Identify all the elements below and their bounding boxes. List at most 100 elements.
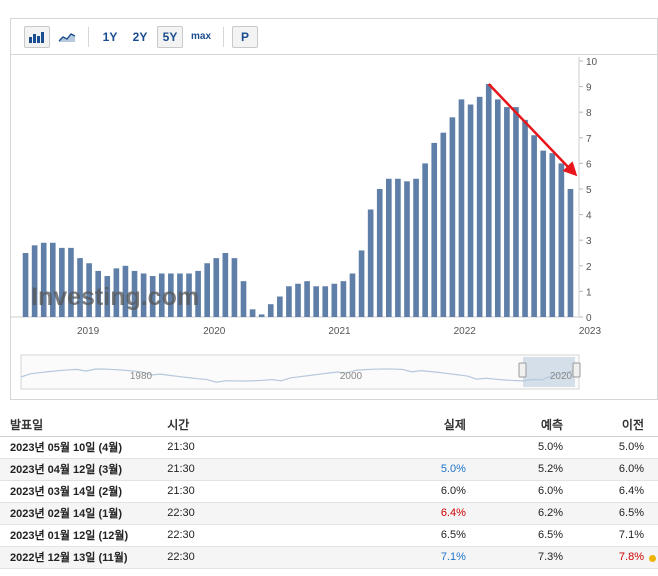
chart-bar [522, 119, 528, 317]
chart-bar [286, 286, 292, 317]
header-actual: 실제 [353, 414, 476, 437]
trend-arrow-head-icon [562, 161, 578, 177]
row-previous: 7.1% [571, 524, 658, 547]
row-previous: 6.4% [571, 480, 658, 503]
plot-area: 0 1 2 3 4 5 6 7 8 9 10 2019 2020 2021 2022 2023 Investin… [11, 55, 657, 401]
trend-arrow-line [487, 83, 571, 170]
navigator-handle-right[interactable] [572, 362, 581, 378]
area-chart-icon [58, 32, 76, 42]
navigator-label: 2020 [550, 371, 573, 382]
chart-bar [494, 99, 501, 318]
chart-bar [77, 258, 83, 317]
row-time: 22:30 [157, 524, 354, 547]
table-row: 2022년 12월 13일 (11월) 22:30 7.1% 7.3% 7.8% [0, 546, 658, 569]
row-actual-value: 7.1% [440, 551, 466, 563]
table-row: 2023년 04월 12일 (3월) 21:30 5.0% 5.2% 6.0% [0, 458, 658, 481]
row-time-value: 21:30 [167, 441, 195, 453]
investing-watermark: Investing.com [31, 283, 199, 311]
chart-bar [149, 276, 156, 317]
row-actual-value: 6.4% [440, 507, 466, 519]
row-forecast: 5.2% [475, 458, 572, 481]
release-table-wrap: 발표일 시간 실제 예측 이전 2023년 05월 10일 (4월) 21:30 5… [0, 414, 658, 569]
chart-bar [340, 281, 347, 317]
row-date: 2023년 03월 14일 (2월) [0, 480, 158, 503]
range-2y-button[interactable]: 2Y [132, 29, 148, 44]
y-tick-label: 7 [586, 134, 592, 145]
chart-bar [558, 163, 565, 317]
row-date-value: 2023년 01월 12일 (12월) [10, 530, 129, 542]
chart-bar [267, 304, 274, 317]
chart-bar [313, 286, 319, 317]
chart-bar [367, 209, 374, 317]
chart-bar [277, 296, 283, 317]
chart-bar [376, 189, 383, 317]
y-tick-label: 9 [586, 83, 592, 94]
row-time-value: 22:30 [167, 507, 195, 519]
row-time: 21:30 [157, 458, 354, 481]
table-header-row: 발표일 시간 실제 예측 이전 [0, 414, 658, 437]
chart-bar [295, 283, 301, 317]
row-time-value: 21:30 [167, 463, 195, 475]
y-tick-label: 8 [586, 108, 592, 119]
row-time: 22:30 [157, 546, 354, 569]
row-forecast: 7.3% [475, 546, 572, 569]
x-tick-label: 2019 [77, 326, 100, 337]
row-time: 21:30 [157, 480, 354, 503]
range-5y-button[interactable]: 5Y [157, 25, 183, 48]
row-time: 21:30 [157, 436, 354, 459]
row-forecast-value: 5.0% [537, 441, 564, 453]
navigator-handle-left[interactable] [518, 362, 527, 378]
revision-dot-icon[interactable] [649, 554, 656, 562]
row-date: 2023년 02월 14일 (1월) [0, 502, 158, 525]
chart-bar [331, 283, 338, 317]
row-forecast-value: 6.0% [537, 485, 564, 497]
chart-bar [549, 153, 556, 317]
chart-bar [513, 107, 519, 317]
chart-bar [531, 135, 537, 317]
chart-bar [222, 253, 229, 317]
chart-bar [322, 286, 329, 317]
chart-bar [140, 273, 147, 317]
area-chart-type-button[interactable] [54, 26, 80, 48]
x-tick-label: 2020 [203, 326, 226, 337]
y-tick-label: 3 [586, 236, 592, 247]
row-previous: 5.0% [571, 436, 658, 459]
row-actual: 7.1% [353, 546, 476, 569]
row-date: 2023년 01월 12일 (12월) [0, 524, 158, 547]
row-forecast-value: 7.3% [537, 551, 564, 563]
row-previous: 7.8% [571, 546, 658, 569]
range-max-button[interactable]: max [191, 31, 212, 42]
chart-bar [386, 178, 392, 317]
chart-bar [422, 163, 428, 317]
chart-bar [349, 273, 356, 317]
range-1y-button[interactable]: 1Y [102, 29, 118, 44]
chart-bar [404, 181, 410, 317]
chart-bar [395, 178, 401, 317]
row-actual: 5.0% [353, 458, 476, 481]
row-forecast: 5.0% [475, 436, 572, 459]
header-time: 시간 [157, 414, 354, 437]
chart-bar [95, 270, 102, 317]
table-row: 2023년 01월 12일 (12월) 22:30 6.5% 6.5% 7.1% [0, 524, 658, 547]
navigator-selection [523, 357, 575, 387]
row-actual-value: 5.0% [440, 463, 466, 475]
row-date-value: 2023년 03월 14일 (2월) [10, 486, 123, 498]
chart-bar [440, 132, 447, 317]
chart-bar [358, 250, 365, 317]
row-forecast-value: 6.5% [537, 529, 564, 541]
navigator-line [20, 368, 580, 383]
chart-bar [431, 142, 438, 317]
row-forecast-value: 6.2% [537, 507, 564, 519]
chart-bar [213, 258, 220, 317]
bar-chart-icon [29, 31, 44, 43]
period-button[interactable]: P [232, 25, 259, 48]
chart-bar [40, 242, 47, 317]
row-date: 2023년 05월 10일 (4월) [0, 436, 158, 459]
chart-bar [485, 84, 492, 317]
x-tick-label: 2021 [328, 326, 351, 337]
bar-chart-type-button[interactable] [24, 25, 50, 48]
row-time-value: 22:30 [167, 529, 195, 541]
header-previous: 이전 [571, 414, 658, 437]
table-row: 2023년 05월 10일 (4월) 21:30 5.0% 5.0% [0, 436, 658, 459]
chart-bar [158, 273, 165, 317]
